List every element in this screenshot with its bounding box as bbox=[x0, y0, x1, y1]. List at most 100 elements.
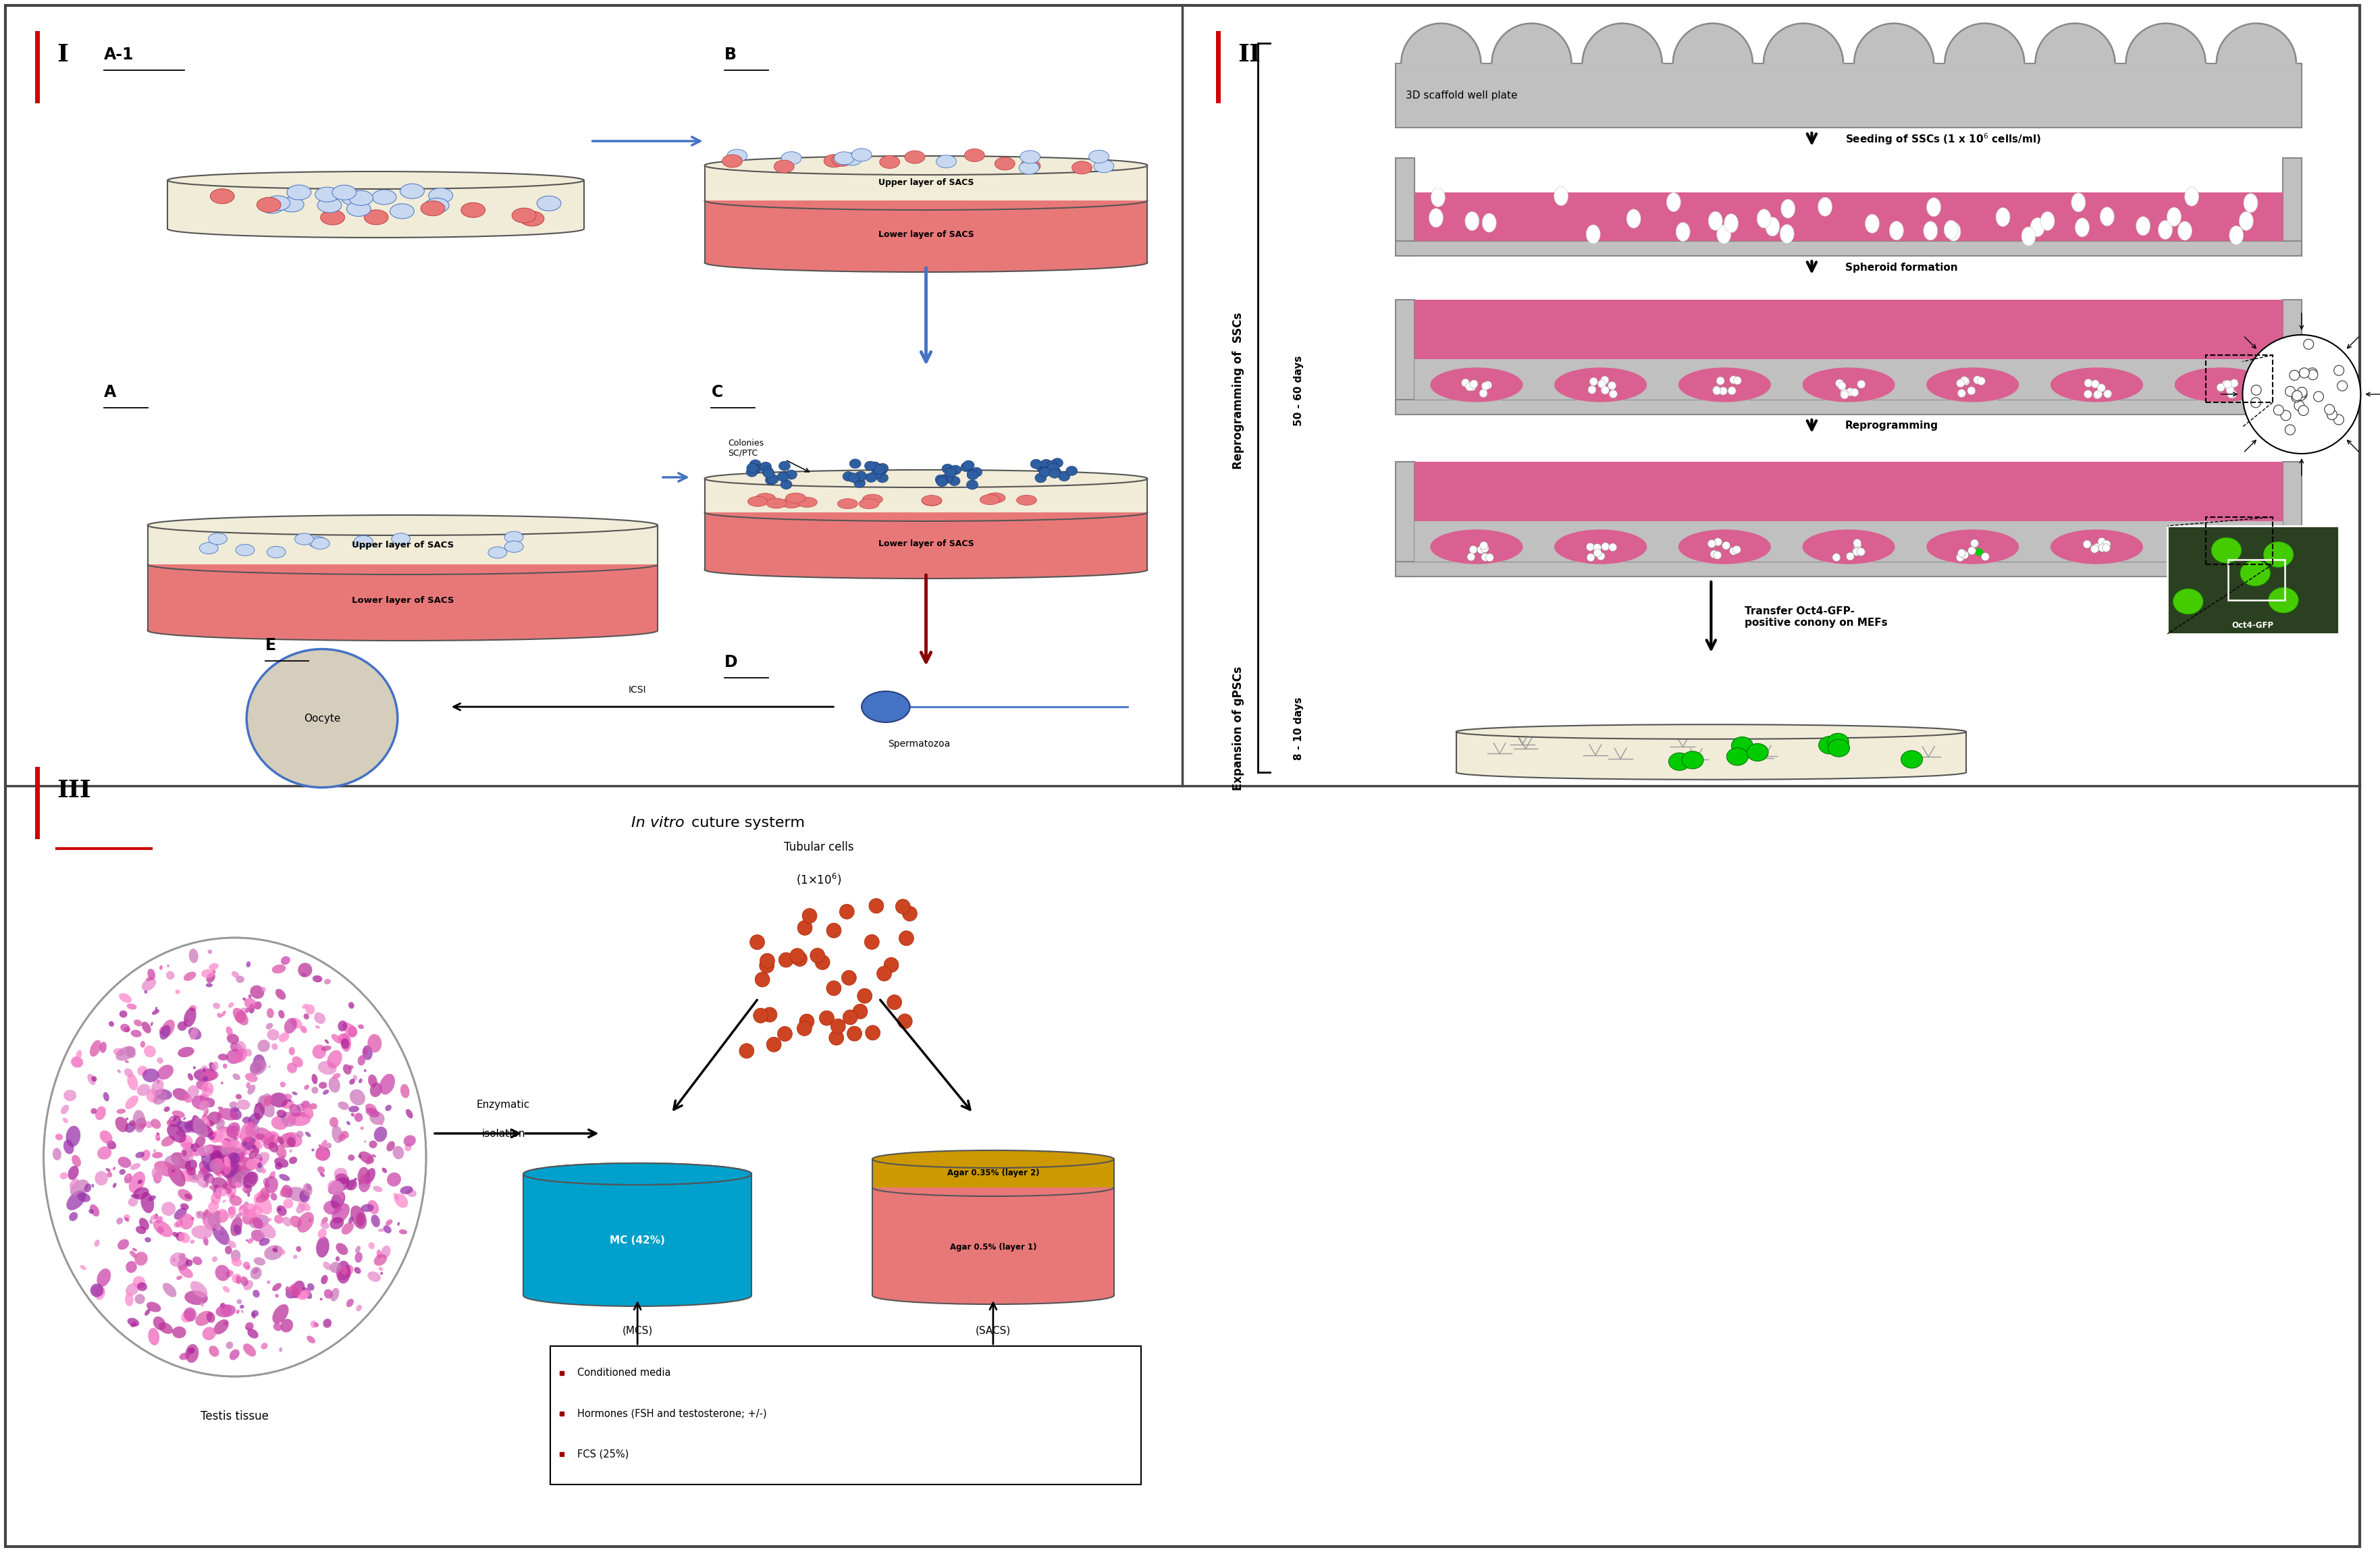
Ellipse shape bbox=[2137, 217, 2149, 236]
Ellipse shape bbox=[228, 1349, 240, 1360]
Ellipse shape bbox=[350, 1113, 355, 1116]
Ellipse shape bbox=[245, 1322, 255, 1330]
Ellipse shape bbox=[1040, 466, 1050, 475]
Ellipse shape bbox=[262, 1342, 267, 1349]
Ellipse shape bbox=[233, 1133, 238, 1141]
Ellipse shape bbox=[319, 1082, 326, 1090]
Ellipse shape bbox=[524, 1162, 752, 1184]
Ellipse shape bbox=[226, 1144, 233, 1153]
Text: D: D bbox=[724, 653, 738, 670]
Ellipse shape bbox=[274, 1162, 283, 1170]
Ellipse shape bbox=[221, 1150, 231, 1156]
Polygon shape bbox=[1457, 733, 1966, 773]
Ellipse shape bbox=[2280, 410, 2292, 421]
Ellipse shape bbox=[186, 1344, 198, 1363]
Ellipse shape bbox=[1728, 386, 1735, 394]
Text: 8 - 10 days: 8 - 10 days bbox=[1292, 697, 1304, 760]
Ellipse shape bbox=[181, 1167, 195, 1183]
Text: Lower layer of SACS: Lower layer of SACS bbox=[878, 540, 973, 548]
Ellipse shape bbox=[1683, 751, 1704, 768]
Ellipse shape bbox=[145, 1121, 152, 1128]
Ellipse shape bbox=[226, 1049, 243, 1065]
Ellipse shape bbox=[2299, 405, 2309, 416]
Ellipse shape bbox=[2294, 400, 2304, 411]
Ellipse shape bbox=[217, 1170, 224, 1178]
Ellipse shape bbox=[324, 1319, 331, 1329]
Ellipse shape bbox=[186, 1259, 193, 1266]
Ellipse shape bbox=[252, 1268, 259, 1274]
Ellipse shape bbox=[1847, 553, 1854, 560]
Ellipse shape bbox=[226, 1156, 238, 1169]
Ellipse shape bbox=[259, 1223, 276, 1238]
Ellipse shape bbox=[202, 1082, 214, 1097]
Ellipse shape bbox=[228, 1159, 238, 1172]
Ellipse shape bbox=[243, 1158, 257, 1170]
Ellipse shape bbox=[217, 1153, 231, 1169]
Ellipse shape bbox=[367, 1200, 378, 1214]
Ellipse shape bbox=[754, 1009, 769, 1023]
Polygon shape bbox=[873, 1187, 1114, 1296]
Ellipse shape bbox=[164, 1155, 181, 1169]
Ellipse shape bbox=[2099, 206, 2113, 227]
Ellipse shape bbox=[176, 1121, 193, 1133]
Ellipse shape bbox=[200, 1069, 219, 1080]
Ellipse shape bbox=[55, 1133, 62, 1141]
Ellipse shape bbox=[228, 1153, 240, 1162]
Ellipse shape bbox=[190, 1130, 195, 1133]
Ellipse shape bbox=[2297, 390, 2306, 399]
Ellipse shape bbox=[202, 1152, 219, 1172]
Ellipse shape bbox=[233, 1007, 248, 1026]
Ellipse shape bbox=[264, 1183, 269, 1187]
Ellipse shape bbox=[764, 469, 774, 478]
Ellipse shape bbox=[259, 199, 283, 213]
Ellipse shape bbox=[302, 1105, 314, 1119]
Ellipse shape bbox=[505, 542, 524, 553]
Ellipse shape bbox=[2228, 390, 2235, 399]
Text: A: A bbox=[105, 383, 117, 400]
Ellipse shape bbox=[1609, 390, 1618, 397]
Ellipse shape bbox=[2209, 553, 2216, 560]
Ellipse shape bbox=[2240, 211, 2254, 231]
Ellipse shape bbox=[126, 1318, 138, 1327]
Ellipse shape bbox=[293, 1091, 298, 1096]
Ellipse shape bbox=[212, 1062, 219, 1071]
Ellipse shape bbox=[207, 1201, 219, 1212]
Ellipse shape bbox=[1959, 549, 1966, 557]
Ellipse shape bbox=[231, 1108, 243, 1121]
Ellipse shape bbox=[309, 537, 326, 548]
Ellipse shape bbox=[145, 1308, 150, 1316]
Ellipse shape bbox=[238, 1166, 248, 1175]
Ellipse shape bbox=[288, 1288, 293, 1291]
Ellipse shape bbox=[809, 948, 826, 962]
Ellipse shape bbox=[212, 970, 217, 973]
Ellipse shape bbox=[117, 1238, 129, 1249]
Ellipse shape bbox=[1031, 459, 1042, 469]
Ellipse shape bbox=[1554, 368, 1647, 402]
Ellipse shape bbox=[186, 1290, 207, 1305]
Ellipse shape bbox=[340, 1265, 347, 1274]
Ellipse shape bbox=[347, 1003, 355, 1009]
Ellipse shape bbox=[281, 1100, 293, 1108]
Ellipse shape bbox=[131, 1162, 140, 1170]
Ellipse shape bbox=[281, 1249, 286, 1254]
Ellipse shape bbox=[426, 199, 450, 213]
Ellipse shape bbox=[347, 1121, 350, 1125]
Ellipse shape bbox=[298, 962, 312, 978]
Ellipse shape bbox=[747, 467, 757, 476]
Text: In vitro: In vitro bbox=[631, 816, 685, 830]
Text: isolation: isolation bbox=[481, 1128, 526, 1139]
Ellipse shape bbox=[240, 1204, 245, 1209]
Ellipse shape bbox=[226, 1150, 243, 1164]
Ellipse shape bbox=[190, 1144, 200, 1152]
Ellipse shape bbox=[1597, 553, 1604, 560]
Ellipse shape bbox=[88, 1074, 95, 1085]
Ellipse shape bbox=[243, 1184, 252, 1193]
Ellipse shape bbox=[300, 1190, 309, 1203]
Ellipse shape bbox=[2240, 560, 2271, 587]
Ellipse shape bbox=[271, 1193, 276, 1201]
Ellipse shape bbox=[214, 1184, 221, 1200]
Ellipse shape bbox=[219, 1166, 226, 1173]
Ellipse shape bbox=[347, 202, 371, 216]
Ellipse shape bbox=[157, 1226, 164, 1234]
Ellipse shape bbox=[155, 1133, 159, 1141]
